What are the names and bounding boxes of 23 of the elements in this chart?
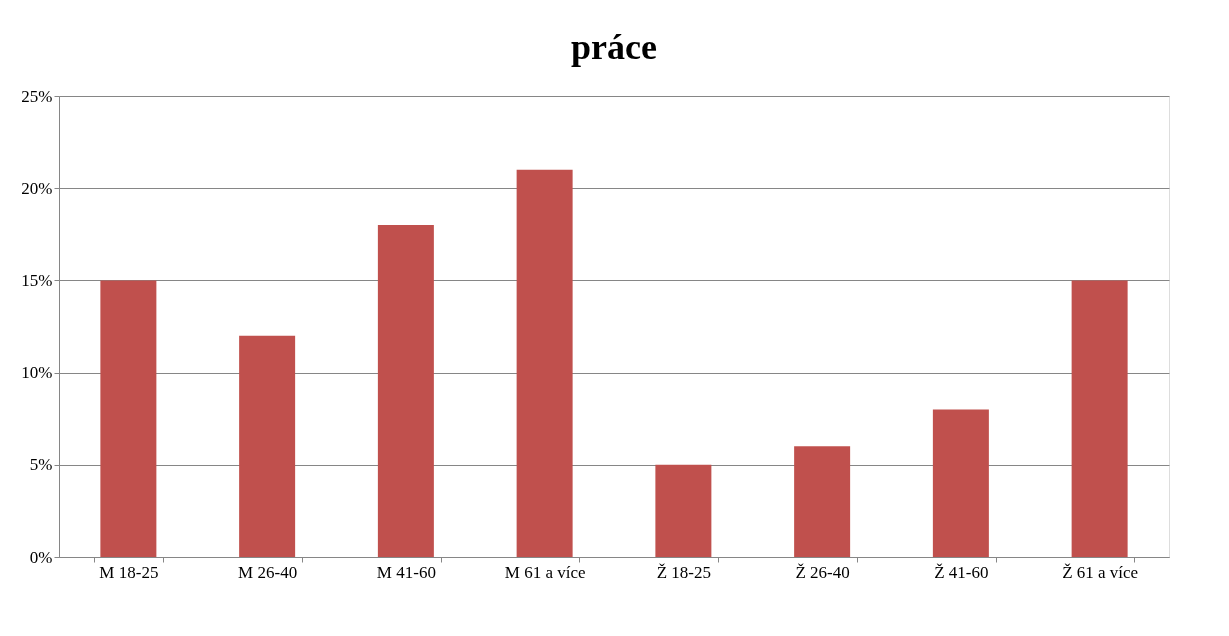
y-tick-label: 25% bbox=[21, 86, 53, 106]
chart-title: práce bbox=[571, 27, 657, 67]
x-tick-label: M 61 a více bbox=[504, 562, 586, 582]
bar bbox=[100, 280, 157, 557]
y-tick-label: 20% bbox=[21, 178, 53, 198]
x-tick-label: Ž 41-60 bbox=[934, 562, 989, 582]
bar bbox=[932, 409, 989, 557]
bar bbox=[377, 225, 434, 557]
x-tick-label: Ž 61 a více bbox=[1062, 562, 1139, 582]
x-tick-label: M 26-40 bbox=[238, 562, 298, 582]
bar bbox=[1071, 280, 1128, 557]
y-tick-label: 10% bbox=[21, 363, 53, 383]
x-tick-label: Ž 18-25 bbox=[656, 562, 712, 582]
x-tick-label: Ž 26-40 bbox=[795, 562, 850, 582]
x-tick-label: M 18-25 bbox=[99, 562, 159, 582]
y-tick-label: 0% bbox=[29, 547, 53, 567]
bar bbox=[516, 169, 573, 557]
y-tick-label: 15% bbox=[21, 270, 53, 290]
bar bbox=[655, 464, 712, 557]
bar bbox=[794, 446, 851, 557]
x-tick-label: M 41-60 bbox=[376, 562, 436, 582]
bar bbox=[239, 335, 296, 557]
y-tick-label: 5% bbox=[29, 455, 53, 475]
